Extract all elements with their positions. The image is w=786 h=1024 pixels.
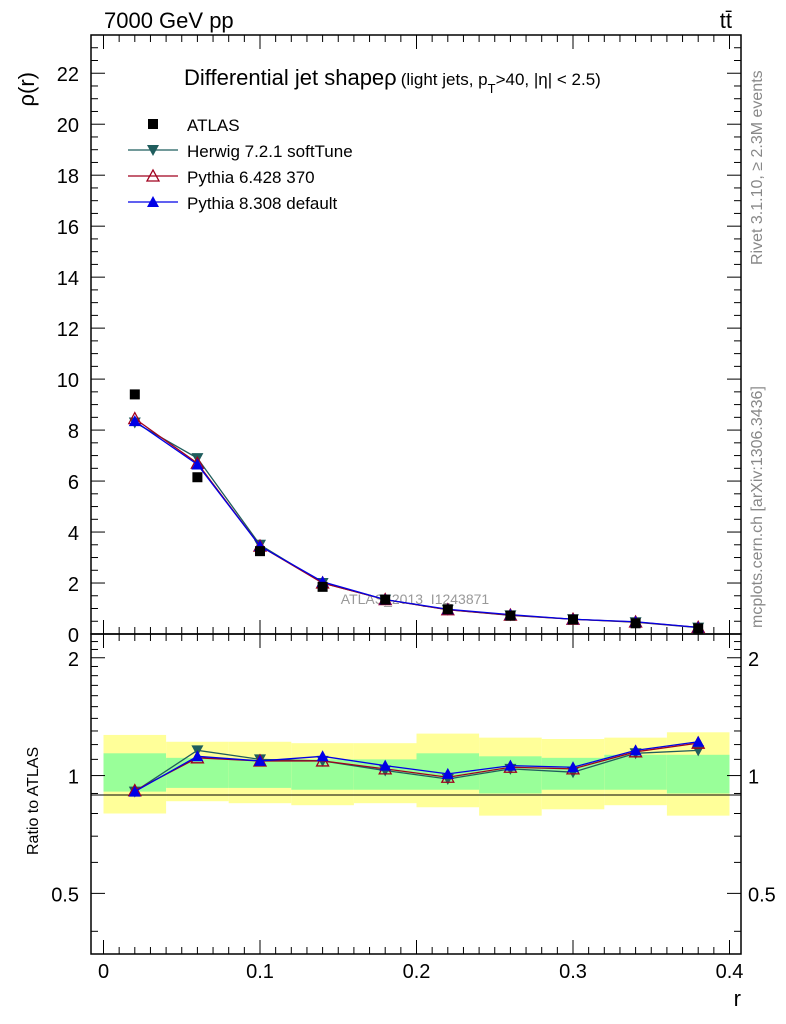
main-series [127, 389, 706, 634]
ratio-point [379, 759, 392, 771]
data-point [191, 458, 204, 470]
data-point [129, 389, 140, 400]
data-point [128, 415, 141, 427]
ratio-tick-label-right: 2 [748, 649, 759, 671]
main-y-ticks: 0 2 4 6 8 10 12 14 16 18 20 22 [57, 47, 741, 647]
chart-subtitle: (light jets, p [401, 70, 488, 89]
data-point [192, 472, 203, 483]
ratio-point [504, 759, 517, 771]
x-axis-label: r [734, 986, 741, 1011]
ratio-point [128, 785, 141, 797]
chart-title: Differential jet shapeρ (light jets, pT>4… [184, 65, 601, 96]
y-tick-label: 4 [68, 523, 79, 545]
ratio-point [567, 761, 579, 773]
y-tick-label: 2 [68, 574, 79, 596]
x-tick-label: 0.3 [559, 961, 587, 983]
y-tick-label: 8 [68, 421, 79, 443]
ratio-y-ticks: 0.5 0.5 1 1 2 2 [51, 641, 776, 932]
header-right: tt̄ [720, 8, 732, 33]
y-tick-label: 6 [68, 472, 79, 494]
legend-marker [147, 196, 159, 207]
ratio-y-axis-label: Ratio to ATLAS [25, 747, 42, 855]
x-tick-label: 0.4 [716, 961, 744, 983]
series-line [134, 420, 699, 629]
main-x-ticks [103, 35, 730, 634]
y-axis-label: ρ(r) [14, 72, 39, 107]
ratio-tick-label: 1 [68, 767, 79, 789]
ratio-point [254, 754, 266, 766]
y-tick-label: 0 [68, 625, 79, 647]
ratio-point [692, 735, 705, 747]
data-point [568, 614, 578, 625]
x-tick-label: 0.1 [246, 961, 274, 983]
y-tick-label: 18 [57, 166, 79, 188]
x-tick-label: 0 [98, 961, 109, 983]
y-tick-label: 22 [57, 64, 79, 86]
y-tick-label: 10 [57, 370, 79, 392]
legend-marker [145, 168, 161, 182]
legend: ATLAS Herwig 7.2.1 softTune Pythia 6.428 3… [128, 116, 353, 213]
chart-subtitle-rest: >40, |η| < 2.5) [496, 70, 601, 89]
ratio-tick-label: 2 [68, 649, 79, 671]
y-tick-label: 16 [57, 217, 79, 239]
data-point [380, 594, 391, 605]
watermark: ATLAS_2013_I1243871 [341, 591, 490, 607]
data-point [505, 610, 516, 621]
y-tick-label: 14 [57, 268, 79, 290]
data-point [317, 581, 328, 592]
ratio-tick-label-right: 0.5 [748, 884, 776, 906]
ratio-band-inner [604, 754, 667, 790]
legend-label: Pythia 6.428 370 [187, 168, 315, 187]
mcplots-label: mcplots.cern.ch [arXiv:1306.3436] [749, 386, 766, 628]
legend-marker [147, 145, 159, 156]
legend-label: ATLAS [187, 116, 240, 135]
ratio-tick-label-right: 1 [748, 767, 759, 789]
y-tick-label: 12 [57, 319, 79, 341]
ratio-band-inner [666, 754, 730, 794]
data-point [693, 623, 704, 634]
x-tick-label: 0.2 [403, 961, 431, 983]
ratio-tick-label: 0.5 [51, 884, 79, 906]
header-left: 7000 GeV pp [104, 8, 234, 33]
ratio-series-line [134, 741, 699, 793]
data-point [255, 546, 265, 557]
ratio-series-line [134, 742, 699, 792]
data-point [442, 604, 453, 615]
ratio-point [191, 750, 204, 762]
ratio-point [441, 767, 454, 779]
ratio-point [316, 750, 329, 762]
ratio-panel: 0.5 0.51 12 2 0 0.1 0.2 0.3 0.4 Ratio to ATLAS … [25, 633, 776, 1011]
legend-marker [148, 119, 158, 129]
ratio-point [629, 744, 642, 756]
y-tick-label: 20 [57, 115, 79, 137]
ratio-series [127, 735, 706, 798]
data-point [630, 618, 641, 629]
ratio-x-ticks: 0 0.1 0.2 0.3 0.4 [98, 634, 743, 983]
legend-label: Herwig 7.2.1 softTune [187, 142, 353, 161]
chart-subtitle-sub: T [488, 81, 496, 96]
chart-title-main: Differential jet shapeρ [184, 65, 397, 90]
ratio-series-line [134, 749, 699, 793]
legend-label: Pythia 8.308 default [187, 194, 338, 213]
rivet-label: Rivet 3.1.10, ≥ 2.3M events [749, 70, 766, 265]
